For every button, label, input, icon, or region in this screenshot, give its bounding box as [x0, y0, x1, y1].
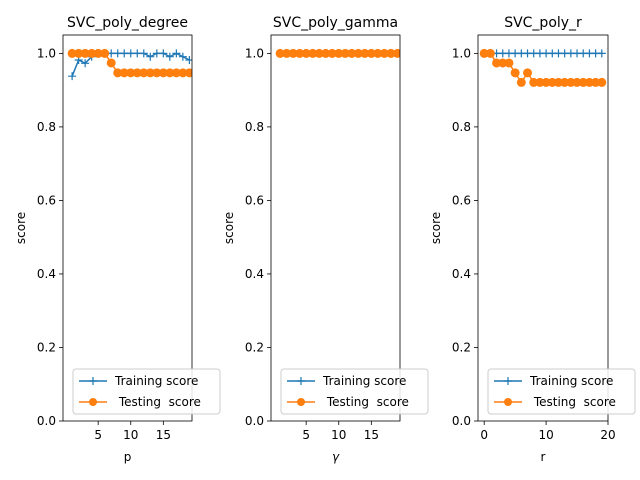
- y-tick-label: 0.4: [245, 267, 264, 281]
- legend-label: Testing score: [530, 395, 616, 409]
- data-point: [597, 77, 607, 87]
- y-tick-label: 0.4: [452, 267, 471, 281]
- data-point: [185, 55, 192, 64]
- x-tick-label: 10: [538, 428, 553, 442]
- legend-marker: [504, 377, 512, 385]
- y-tick-label: 0.6: [245, 193, 264, 207]
- series-testing: [479, 48, 607, 87]
- legend-marker: [89, 377, 97, 385]
- y-axis-label: score: [429, 212, 443, 244]
- data-point: [139, 49, 148, 58]
- legend-label: Testing score: [115, 395, 201, 409]
- data-point: [485, 48, 495, 58]
- data-point: [165, 52, 174, 61]
- chart-panel-3: SVC_poly_r 0.0 0.2 0.4 0.6 0.8 1.0 0 10 20 r score T…: [429, 15, 636, 464]
- axes-frame: [62, 34, 193, 422]
- legend-label: Training score: [114, 374, 198, 388]
- x-tick-label: 15: [156, 428, 171, 442]
- chart-title: SVC_poly_r: [504, 15, 582, 31]
- data-point: [178, 52, 187, 61]
- y-tick-label: 0.8: [452, 120, 471, 134]
- axes-frame: [477, 34, 609, 422]
- legend: Training score Testing score: [280, 368, 429, 415]
- data-point: [68, 72, 77, 81]
- y-axis-label: score: [14, 212, 28, 244]
- chart-title: SVC_poly_degree: [67, 15, 188, 31]
- y-tick-label: 1.0: [452, 46, 471, 60]
- x-tick-label: 15: [364, 428, 379, 442]
- y-tick-label: 1.0: [37, 46, 56, 60]
- legend-box: [72, 368, 221, 415]
- data-point: [523, 68, 533, 78]
- legend-marker: [89, 398, 97, 406]
- legend-marker: [297, 377, 305, 385]
- x-tick-label: 5: [302, 428, 310, 442]
- data-point: [184, 68, 192, 78]
- x-axis-label: r: [541, 450, 546, 464]
- x-tick-label: 5: [94, 428, 102, 442]
- y-tick-label: 0.4: [37, 267, 56, 281]
- series-testing: [67, 48, 192, 78]
- legend-label: Testing score: [323, 395, 409, 409]
- y-tick-label: 0.2: [245, 340, 264, 354]
- data-point: [106, 58, 116, 68]
- x-tick-label: 0: [480, 428, 488, 442]
- y-tick-label: 0.0: [37, 414, 56, 428]
- legend-marker: [504, 398, 512, 406]
- series-testing: [275, 48, 400, 58]
- data-point: [81, 59, 90, 68]
- chart-title: SVC_poly_gamma: [273, 15, 398, 31]
- y-tick-label: 0.6: [37, 193, 56, 207]
- x-axis-label: p: [124, 450, 132, 464]
- y-tick-label: 0.8: [37, 120, 56, 134]
- y-tick-label: 0.0: [452, 414, 471, 428]
- legend-box: [280, 368, 429, 415]
- y-tick-label: 0.0: [245, 414, 264, 428]
- axes-frame: [270, 34, 401, 422]
- legend: Training score Testing score: [72, 368, 221, 415]
- y-tick-label: 0.2: [37, 340, 56, 354]
- legend: Training score Testing score: [487, 368, 636, 415]
- y-tick-label: 0.2: [452, 340, 471, 354]
- data-point: [172, 49, 181, 58]
- y-tick-label: 0.8: [245, 120, 264, 134]
- data-point: [516, 77, 526, 87]
- data-point: [100, 48, 110, 58]
- x-tick-label: 20: [600, 428, 615, 442]
- data-point: [597, 49, 606, 58]
- data-point: [504, 58, 514, 68]
- data-point: [392, 48, 400, 58]
- chart-panel-2: SVC_poly_gamma 0.0 0.2 0.4 0.6 0.8 1.0 5 10 15 γ sc…: [222, 15, 429, 464]
- x-tick-label: 10: [331, 428, 346, 442]
- data-point: [146, 52, 155, 61]
- legend-label: Training score: [322, 374, 406, 388]
- legend-box: [487, 368, 636, 415]
- data-point: [159, 49, 168, 58]
- data-point: [510, 68, 520, 78]
- x-axis-label: γ: [332, 450, 340, 464]
- legend-label: Training score: [529, 374, 613, 388]
- x-tick-label: 10: [123, 428, 138, 442]
- y-axis-label: score: [222, 212, 236, 244]
- legend-marker: [297, 398, 305, 406]
- y-tick-label: 0.6: [452, 193, 471, 207]
- y-tick-label: 1.0: [245, 46, 264, 60]
- chart-panel-1: SVC_poly_degree 0.0 0.2 0.4 0.6 0.8 1.0 5 10 15 p s…: [14, 15, 221, 464]
